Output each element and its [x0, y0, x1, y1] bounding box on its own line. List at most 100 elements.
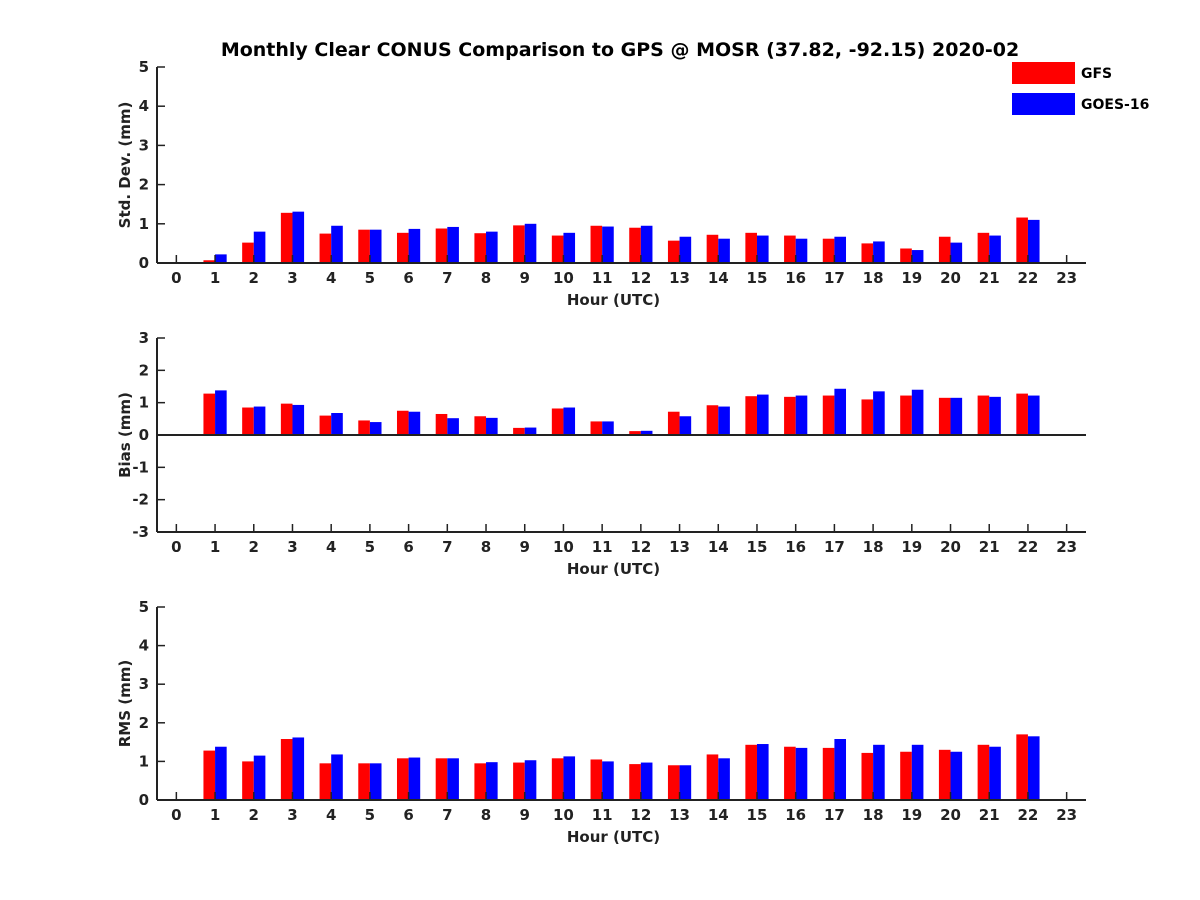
bar-goes-16-hour-4 [331, 754, 343, 800]
bar-gfs-hour-13 [667, 240, 680, 263]
bar-gfs-hour-18 [861, 752, 874, 800]
bar-goes-16-hour-7 [447, 418, 459, 435]
bar-gfs-hour-11 [590, 759, 603, 800]
bar-goes-16-hour-8 [486, 417, 498, 435]
bar-goes-16-hour-17 [834, 388, 847, 435]
x-tick-label: 3 [287, 269, 297, 287]
x-tick-label: 3 [287, 806, 297, 824]
bar-goes-16-hour-19 [911, 744, 924, 800]
bar-goes-16-hour-8 [486, 231, 498, 263]
bar-gfs-hour-20 [938, 236, 951, 263]
x-tick-label: 1 [210, 538, 220, 556]
bar-goes-16-hour-5 [369, 229, 382, 263]
bar-gfs-hour-5 [358, 763, 370, 800]
x-tick-label: 12 [630, 269, 651, 287]
bar-gfs-hour-10 [551, 235, 564, 263]
bar-gfs-hour-5 [358, 229, 370, 263]
legend-label-goes-16: GOES-16 [1081, 97, 1149, 113]
x-tick-label: 7 [442, 269, 452, 287]
x-tick-label: 11 [592, 806, 613, 824]
bar-goes-16-hour-9 [524, 427, 537, 435]
y-tick-label: 4 [139, 97, 149, 115]
bar-gfs-hour-3 [280, 739, 293, 800]
x-tick-label: 21 [979, 538, 1000, 556]
bar-goes-16-hour-13 [679, 416, 692, 435]
bar-gfs-hour-16 [784, 746, 796, 800]
bar-goes-16-hour-21 [989, 396, 1001, 435]
bar-gfs-hour-2 [242, 242, 254, 263]
bar-goes-16-hour-9 [524, 223, 537, 263]
bar-gfs-hour-13 [667, 765, 680, 800]
x-tick-label: 10 [553, 538, 574, 556]
bar-goes-16-hour-21 [989, 746, 1001, 800]
bar-goes-16-hour-12 [640, 762, 653, 800]
y-tick-label: 2 [139, 176, 149, 194]
bar-gfs-hour-3 [280, 212, 293, 263]
bar-goes-16-hour-13 [679, 765, 692, 800]
bar-gfs-hour-16 [784, 396, 796, 435]
x-tick-label: 19 [901, 538, 922, 556]
bar-goes-16-hour-13 [679, 236, 692, 263]
x-tick-label: 20 [940, 806, 961, 824]
bar-gfs-hour-9 [513, 225, 525, 263]
bar-goes-16-hour-19 [911, 250, 924, 263]
bar-gfs-hour-22 [1016, 217, 1028, 263]
bar-gfs-hour-11 [590, 421, 603, 435]
x-tick-label: 13 [669, 806, 690, 824]
bar-gfs-hour-10 [551, 758, 564, 800]
bar-gfs-hour-3 [280, 403, 293, 435]
bar-gfs-hour-15 [745, 232, 757, 263]
bar-goes-16-hour-17 [834, 739, 847, 800]
x-tick-label: 2 [249, 269, 259, 287]
bar-goes-16-hour-15 [756, 235, 769, 263]
bar-gfs-hour-21 [977, 395, 990, 435]
x-tick-label: 16 [785, 269, 806, 287]
bar-goes-16-hour-6 [408, 228, 421, 263]
bar-goes-16-hour-11 [602, 226, 614, 263]
x-tick-label: 8 [481, 269, 491, 287]
bar-gfs-hour-12 [629, 227, 641, 263]
x-tick-label: 5 [365, 269, 375, 287]
bar-gfs-hour-2 [242, 407, 254, 435]
y-tick-label: 1 [139, 752, 149, 770]
x-tick-label: 20 [940, 269, 961, 287]
x-tick-label: 12 [630, 806, 651, 824]
y-axis-label: Std. Dev. (mm) [116, 102, 134, 229]
x-tick-label: 21 [979, 806, 1000, 824]
x-tick-label: 10 [553, 806, 574, 824]
x-tick-label: 22 [1018, 538, 1039, 556]
bar-goes-16-hour-15 [756, 394, 769, 435]
bar-goes-16-hour-2 [253, 231, 266, 263]
bar-goes-16-hour-7 [447, 226, 459, 263]
legend-swatch-goes-16 [1012, 93, 1075, 115]
x-tick-label: 18 [863, 269, 884, 287]
x-tick-label: 15 [747, 806, 768, 824]
x-tick-label: 8 [481, 806, 491, 824]
bar-goes-16-hour-14 [718, 758, 730, 800]
bar-goes-16-hour-20 [950, 751, 963, 800]
x-tick-label: 9 [520, 806, 530, 824]
bar-gfs-hour-1 [203, 750, 216, 800]
bar-goes-16-hour-3 [292, 211, 305, 263]
y-tick-label: 0 [139, 791, 149, 809]
bar-gfs-hour-21 [977, 744, 990, 800]
bar-gfs-hour-19 [900, 248, 912, 263]
bar-gfs-hour-14 [706, 234, 719, 263]
bar-gfs-hour-19 [900, 751, 912, 800]
bar-gfs-hour-2 [242, 761, 254, 800]
bar-gfs-hour-20 [938, 749, 951, 800]
x-tick-label: 14 [708, 806, 729, 824]
x-tick-label: 15 [747, 538, 768, 556]
y-axis-label: Bias (mm) [116, 392, 134, 478]
bar-goes-16-hour-1 [215, 390, 227, 435]
bar-goes-16-hour-10 [563, 407, 576, 435]
bar-goes-16-hour-20 [950, 242, 963, 263]
x-tick-label: 17 [824, 269, 845, 287]
bar-goes-16-hour-22 [1027, 395, 1040, 435]
y-tick-label: 4 [139, 637, 149, 655]
bar-gfs-hour-9 [513, 427, 525, 435]
bar-goes-16-hour-18 [873, 391, 885, 435]
